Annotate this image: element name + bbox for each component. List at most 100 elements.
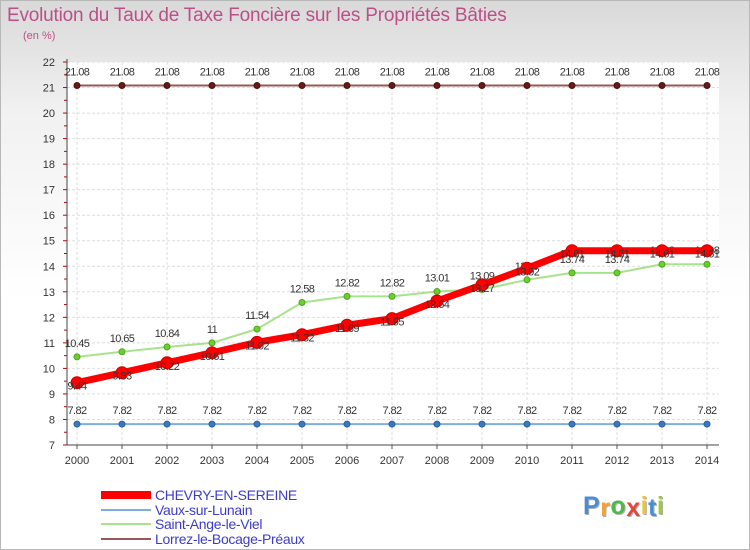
y-tick-label: 21	[43, 83, 55, 95]
data-label: 7.82	[202, 405, 221, 417]
data-point	[523, 420, 531, 428]
data-point	[703, 81, 711, 89]
data-label: 11.95	[380, 317, 404, 329]
data-point	[433, 420, 441, 428]
data-point	[478, 81, 486, 89]
data-label: 9.44	[67, 381, 86, 393]
data-label: 12.58	[290, 284, 315, 296]
data-label: 10.65	[110, 333, 135, 345]
x-tick-label: 2012	[605, 455, 629, 467]
data-point	[433, 288, 441, 296]
data-point	[343, 81, 351, 89]
data-label: 13.74	[605, 254, 630, 266]
data-point	[208, 420, 216, 428]
data-point	[253, 81, 261, 89]
data-label: 21.08	[515, 66, 540, 78]
data-point	[655, 244, 669, 258]
data-point	[700, 244, 714, 258]
data-label: 7.82	[472, 405, 491, 417]
data-label: 14.61	[605, 249, 630, 261]
data-label: 11.54	[245, 310, 269, 322]
data-label: 10.45	[65, 338, 90, 350]
x-tick-label: 2009	[470, 455, 494, 467]
series-lorrez-le-bocage-pr-aux: 21.08 21.08 21.08 21.08 21.08 21.08 21.08 21.08…	[65, 66, 720, 89]
data-label: 11.69	[335, 323, 359, 335]
y-tick-label: 7	[49, 440, 55, 452]
x-tick-label: 2011	[560, 455, 584, 467]
data-label: 11	[207, 324, 218, 336]
data-label: 13.74	[560, 254, 585, 266]
data-label: 13.27	[470, 283, 495, 295]
x-tick-label: 2008	[425, 455, 449, 467]
data-point	[385, 312, 399, 326]
y-tick-label: 11	[44, 338, 55, 350]
legend-label: Lorrez-le-Bocage-Préaux	[155, 530, 305, 547]
data-label: 21.08	[200, 66, 225, 78]
data-label: 7.82	[337, 405, 356, 417]
data-point	[163, 420, 171, 428]
x-tick-label: 2002	[155, 455, 179, 467]
data-point	[70, 376, 84, 390]
series-chevry-en-sereine: 9.44 9.83 10.22 10.61 11.02 11.32 11.69 11.95 12…	[67, 244, 720, 393]
data-label: 7.82	[697, 405, 716, 417]
y-tick-label: 20	[43, 108, 55, 120]
data-label: 10.61	[200, 351, 225, 363]
data-point	[520, 261, 534, 275]
data-point	[568, 81, 576, 89]
chart-subtitle: (en %)	[23, 30, 56, 42]
y-tick-label: 10	[43, 363, 55, 375]
data-label: 7.82	[607, 405, 626, 417]
x-tick-label: 2007	[380, 455, 404, 467]
data-label: 21.08	[605, 66, 630, 78]
data-label: 13.92	[515, 266, 540, 278]
data-point	[115, 366, 129, 380]
y-tick-label: 8	[49, 414, 55, 426]
data-point	[703, 260, 711, 268]
legend-swatch	[101, 508, 151, 511]
data-point	[208, 81, 216, 89]
data-point	[658, 260, 666, 268]
logo-letter: o	[610, 492, 627, 520]
data-label: 11.32	[290, 333, 314, 345]
data-label: 7.82	[247, 405, 266, 417]
x-tick-label: 2014	[695, 455, 719, 467]
x-tick-label: 2001	[110, 455, 134, 467]
data-point	[298, 299, 306, 307]
data-label: 21.08	[245, 66, 270, 78]
data-label: 7.82	[67, 405, 86, 417]
data-point	[613, 420, 621, 428]
data-label: 21.08	[380, 66, 405, 78]
data-point	[523, 81, 531, 89]
y-tick-label: 18	[43, 159, 55, 171]
data-label: 7.82	[427, 405, 446, 417]
y-tick-label: 17	[43, 185, 55, 197]
y-tick-label: 19	[43, 134, 55, 146]
data-point	[160, 356, 174, 370]
data-point	[388, 81, 396, 89]
data-label: 13.01	[425, 273, 450, 285]
data-label: 7.82	[292, 405, 311, 417]
data-label: 21.08	[695, 66, 720, 78]
legend-label: Saint-Ange-le-Viel	[155, 516, 263, 532]
legend-swatch	[101, 537, 151, 540]
data-point	[568, 269, 576, 277]
data-label: 11.02	[245, 340, 269, 352]
logo-letter: x	[626, 494, 641, 522]
x-tick-label: 2010	[515, 455, 539, 467]
legend-label: Vaux-sur-Lunain	[155, 501, 253, 518]
data-point	[610, 244, 624, 258]
data-label: 7.82	[562, 405, 581, 417]
data-label: 7.82	[112, 405, 131, 417]
y-tick-label: 9	[49, 389, 55, 401]
data-point	[163, 343, 171, 351]
data-point	[253, 325, 261, 333]
data-point	[205, 346, 219, 360]
data-point	[430, 294, 444, 308]
x-tick-label: 2004	[245, 455, 269, 467]
x-tick-label: 2013	[650, 455, 674, 467]
data-label: 10.22	[155, 361, 180, 373]
logo-letter: P	[583, 492, 601, 520]
y-tick-label: 12	[43, 312, 55, 324]
data-point	[73, 353, 81, 361]
